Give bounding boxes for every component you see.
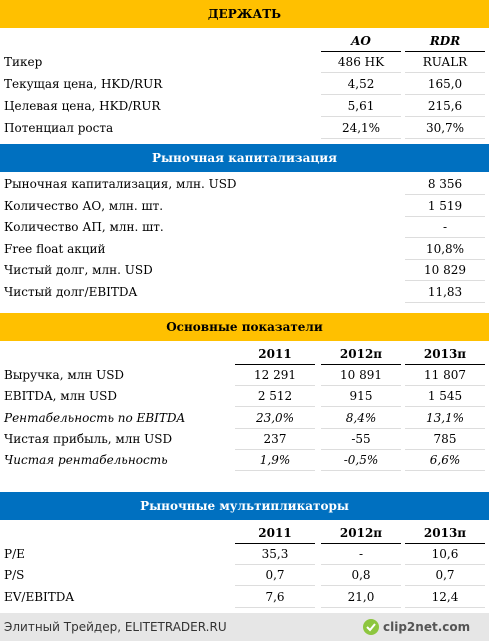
row-value: 5,61: [321, 96, 401, 117]
footer-source: Элитный Трейдер, ELITETRADER.RU: [4, 620, 227, 634]
row-label: Чистая прибыль, млн USD: [4, 431, 173, 446]
row-label: Количество АП, млн. шт.: [4, 220, 164, 234]
row-value: 24,1%: [321, 118, 401, 139]
row-label: P/E: [4, 547, 25, 561]
row-value: 8,4%: [321, 408, 401, 429]
row-value: 11 807: [405, 365, 485, 386]
row-value: -: [321, 544, 401, 565]
row-label: Рентабельность по EBITDA: [4, 410, 186, 425]
row-value: 2 512: [235, 386, 315, 408]
row-value: 12,4: [405, 587, 485, 608]
row-value: 215,6: [405, 96, 485, 117]
row-value: 1 545: [405, 386, 485, 408]
row-value: 237: [235, 429, 315, 450]
title-bar: ДЕРЖАТЬ: [0, 0, 489, 28]
row-value: 10 891: [321, 365, 401, 386]
row-value: 0,8: [321, 565, 401, 587]
row-label: EBITDA, млн USD: [4, 389, 117, 404]
row-value: 6,6%: [405, 450, 485, 472]
row-value: 13,1%: [405, 408, 485, 429]
footer: Элитный Трейдер, ELITETRADER.RU clip2net…: [0, 613, 489, 641]
column-header: 2011: [235, 344, 315, 365]
column-header: 2012п: [321, 523, 401, 544]
row-value: 1 519: [405, 196, 485, 217]
row-label: Количество АО, млн. шт.: [4, 198, 164, 213]
row-value: 21,0: [321, 587, 401, 608]
row-label: Текущая цена, HKD/RUR: [4, 77, 163, 91]
column-header: 2013п: [405, 523, 485, 544]
section-bar: Основные показатели: [0, 313, 489, 341]
row-value: 7,6: [235, 587, 315, 608]
row-label: Free float акций: [4, 241, 106, 256]
column-header: 2013п: [405, 344, 485, 365]
row-value: 785: [405, 429, 485, 450]
section-bar: Рыночные мультипликаторы: [0, 492, 489, 520]
row-value: 165,0: [405, 74, 485, 95]
row-value: 1,9%: [235, 450, 315, 472]
column-header: 2012п: [321, 344, 401, 365]
row-label: Потенциал роста: [4, 121, 114, 135]
row-value: 10,6: [405, 544, 485, 565]
section-bar: Рыночная капитализация: [0, 144, 489, 172]
row-value: 12 291: [235, 365, 315, 386]
column-header: RDR: [405, 31, 485, 52]
row-label: EV/EBITDA: [4, 589, 75, 604]
footer-logo: clip2net.com: [383, 620, 471, 634]
row-value: -: [405, 217, 485, 238]
row-label: P/S: [4, 568, 25, 583]
row-value: 4,52: [321, 74, 401, 95]
logo-icon: [363, 619, 379, 635]
row-label: Чистый долг, млн. USD: [4, 263, 153, 277]
row-label: Целевая цена, HKD/RUR: [4, 99, 161, 113]
row-label: Тикер: [4, 55, 43, 69]
row-label: Чистый долг/EBITDA: [4, 284, 138, 299]
row-label: Выручка, млн USD: [4, 368, 125, 382]
row-value: 0,7: [405, 565, 485, 587]
row-value: 35,3: [235, 544, 315, 565]
row-label: Чистая рентабельность: [4, 453, 168, 468]
row-value: 8 356: [405, 174, 485, 195]
row-value: -55: [321, 429, 401, 450]
row-value: 486 HK: [321, 52, 401, 73]
row-value: RUALR: [405, 52, 485, 73]
row-label: Рыночная капитализация, млн. USD: [4, 177, 237, 191]
row-value: -0,5%: [321, 450, 401, 472]
row-value: 10 829: [405, 260, 485, 281]
row-value: 11,83: [405, 282, 485, 303]
row-value: 23,0%: [235, 408, 315, 429]
column-header: AO: [321, 31, 401, 52]
row-value: 0,7: [235, 565, 315, 587]
row-value: 30,7%: [405, 118, 485, 139]
column-header: 2011: [235, 523, 315, 544]
row-value: 10,8%: [405, 239, 485, 260]
row-value: 915: [321, 386, 401, 408]
